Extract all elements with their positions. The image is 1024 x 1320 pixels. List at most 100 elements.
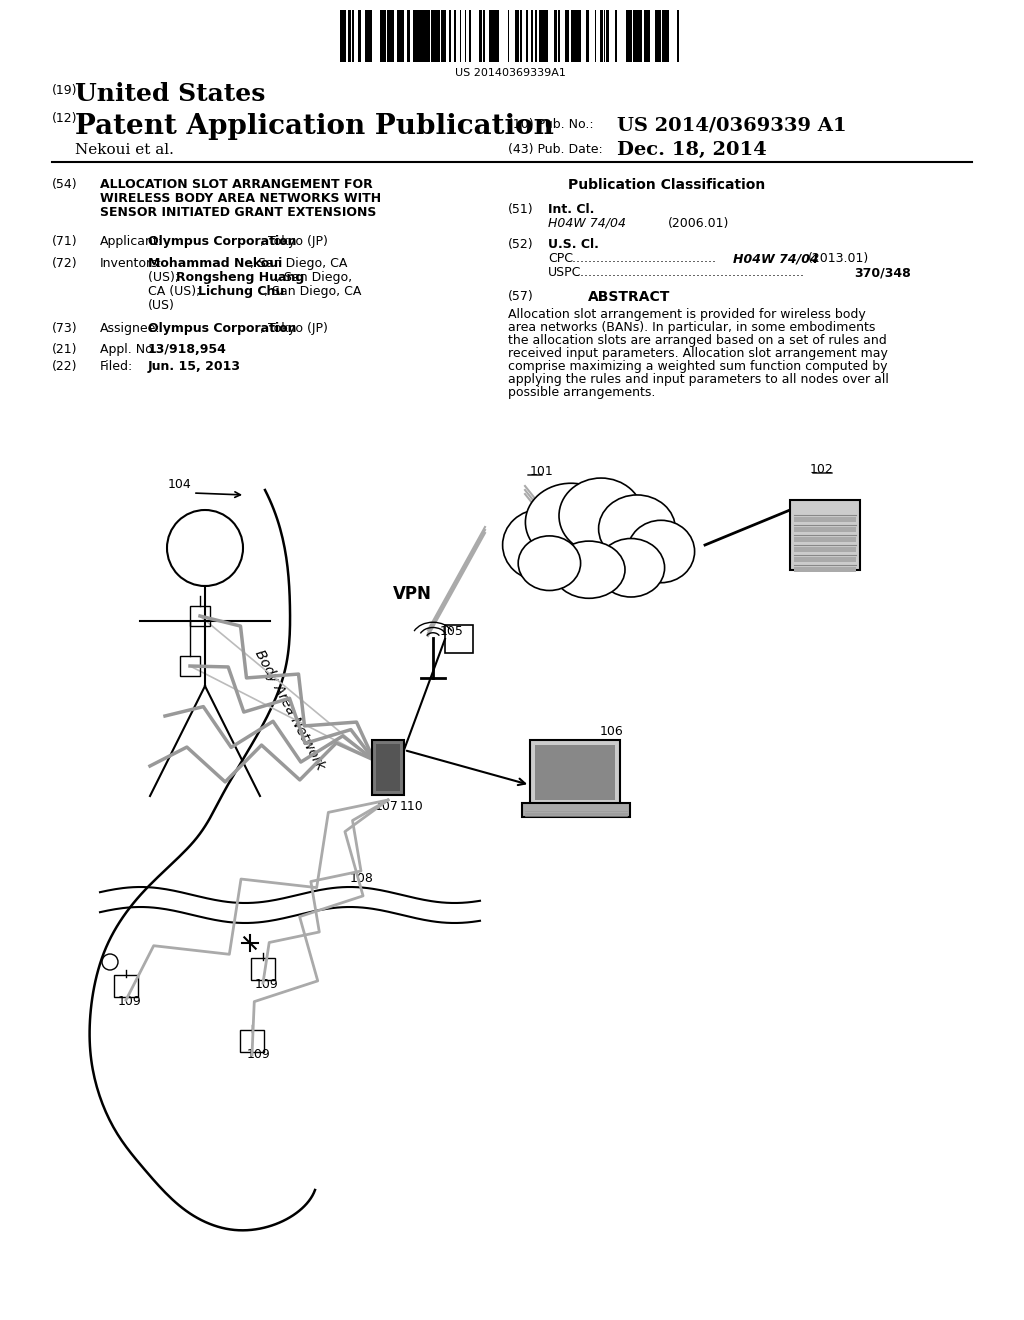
Text: Filed:: Filed: bbox=[100, 360, 133, 374]
Bar bbox=[421, 11, 424, 62]
Text: (21): (21) bbox=[52, 343, 78, 356]
Bar bbox=[469, 11, 471, 62]
Text: 110: 110 bbox=[400, 800, 424, 813]
Text: applying the rules and input parameters to all nodes over all: applying the rules and input parameters … bbox=[508, 374, 889, 385]
Bar bbox=[515, 11, 519, 62]
Bar bbox=[388, 11, 390, 62]
Text: Publication Classification: Publication Classification bbox=[568, 178, 765, 191]
Text: Olympus Corporation: Olympus Corporation bbox=[148, 235, 297, 248]
Text: U.S. Cl.: U.S. Cl. bbox=[548, 238, 599, 251]
Text: US 2014/0369339 A1: US 2014/0369339 A1 bbox=[617, 116, 847, 135]
Ellipse shape bbox=[503, 510, 580, 581]
Text: (10) Pub. No.:: (10) Pub. No.: bbox=[508, 117, 594, 131]
Bar bbox=[397, 11, 401, 62]
Text: , San Diego, CA: , San Diego, CA bbox=[264, 285, 361, 298]
Bar bbox=[554, 11, 557, 62]
Text: 109: 109 bbox=[118, 995, 141, 1008]
Text: CPC: CPC bbox=[548, 252, 573, 265]
Text: , San Diego, CA: , San Diego, CA bbox=[250, 257, 347, 271]
Text: Patent Application Publication: Patent Application Publication bbox=[75, 114, 554, 140]
Text: ABSTRACT: ABSTRACT bbox=[588, 290, 671, 304]
Text: Int. Cl.: Int. Cl. bbox=[548, 203, 594, 216]
Bar bbox=[545, 11, 548, 62]
Text: (43) Pub. Date:: (43) Pub. Date: bbox=[508, 143, 603, 156]
Text: Body Area Network: Body Area Network bbox=[252, 648, 328, 772]
Text: Lichung Chu: Lichung Chu bbox=[198, 285, 285, 298]
Text: 105: 105 bbox=[440, 624, 464, 638]
Bar bbox=[531, 11, 534, 62]
Text: 109: 109 bbox=[255, 978, 279, 991]
Bar bbox=[454, 11, 456, 62]
Text: USPC: USPC bbox=[548, 267, 582, 279]
Text: Allocation slot arrangement is provided for wireless body: Allocation slot arrangement is provided … bbox=[508, 308, 865, 321]
Text: Dec. 18, 2014: Dec. 18, 2014 bbox=[617, 141, 767, 158]
Bar bbox=[530, 741, 620, 805]
Text: H04W 74/04: H04W 74/04 bbox=[548, 216, 626, 230]
Bar bbox=[635, 11, 638, 62]
Ellipse shape bbox=[597, 539, 665, 597]
Text: (19): (19) bbox=[52, 84, 78, 96]
Text: (US): (US) bbox=[148, 300, 175, 312]
Bar bbox=[790, 500, 860, 570]
Bar bbox=[443, 11, 446, 62]
Text: (12): (12) bbox=[52, 112, 78, 125]
Bar bbox=[240, 1030, 264, 1052]
Text: H04W 74/04: H04W 74/04 bbox=[733, 252, 819, 265]
Text: (73): (73) bbox=[52, 322, 78, 335]
Bar bbox=[497, 11, 499, 62]
Text: the allocation slots are arranged based on a set of rules and: the allocation slots are arranged based … bbox=[508, 334, 887, 347]
Bar bbox=[408, 11, 410, 62]
Bar bbox=[190, 606, 210, 626]
Bar bbox=[574, 11, 577, 62]
Bar bbox=[367, 11, 369, 62]
Text: (52): (52) bbox=[508, 238, 534, 251]
Text: Applicant:: Applicant: bbox=[100, 235, 163, 248]
Bar bbox=[662, 11, 666, 62]
Bar bbox=[480, 11, 482, 62]
Bar bbox=[655, 11, 658, 62]
Bar bbox=[571, 11, 574, 62]
Text: Appl. No.:: Appl. No.: bbox=[100, 343, 161, 356]
Bar bbox=[615, 11, 617, 62]
Text: possible arrangements.: possible arrangements. bbox=[508, 385, 655, 399]
Bar bbox=[376, 744, 400, 791]
Bar bbox=[390, 11, 394, 62]
Text: 102: 102 bbox=[810, 463, 834, 477]
Ellipse shape bbox=[553, 541, 625, 598]
Text: 13/918,954: 13/918,954 bbox=[148, 343, 227, 356]
Bar bbox=[436, 11, 439, 62]
Text: Nekoui et al.: Nekoui et al. bbox=[75, 143, 174, 157]
Bar bbox=[645, 11, 647, 62]
Text: US 20140369339A1: US 20140369339A1 bbox=[455, 69, 565, 78]
Text: (54): (54) bbox=[52, 178, 78, 191]
Text: 107: 107 bbox=[375, 800, 399, 813]
Text: (2013.01): (2013.01) bbox=[808, 252, 869, 265]
Bar bbox=[114, 975, 138, 997]
Bar bbox=[426, 11, 429, 62]
Bar bbox=[600, 11, 603, 62]
Bar bbox=[526, 11, 528, 62]
Text: , Tokyo (JP): , Tokyo (JP) bbox=[260, 322, 328, 335]
Bar bbox=[535, 744, 615, 800]
Bar bbox=[384, 11, 386, 62]
Text: ALLOCATION SLOT ARRANGEMENT FOR: ALLOCATION SLOT ARRANGEMENT FOR bbox=[100, 178, 373, 191]
Bar bbox=[401, 11, 404, 62]
Text: 103: 103 bbox=[565, 517, 589, 531]
Bar bbox=[627, 11, 631, 62]
Text: (51): (51) bbox=[508, 203, 534, 216]
Bar bbox=[539, 11, 543, 62]
Bar bbox=[794, 517, 856, 521]
Text: 370/348: 370/348 bbox=[854, 267, 910, 279]
Text: Jun. 15, 2013: Jun. 15, 2013 bbox=[148, 360, 241, 374]
Text: 104: 104 bbox=[168, 478, 191, 491]
Text: Olympus Corporation: Olympus Corporation bbox=[148, 322, 297, 335]
Bar bbox=[587, 11, 589, 62]
Text: Mohammad Nekoui: Mohammad Nekoui bbox=[148, 257, 283, 271]
Text: , Tokyo (JP): , Tokyo (JP) bbox=[260, 235, 328, 248]
Bar bbox=[535, 11, 537, 62]
Bar bbox=[522, 803, 630, 817]
Bar bbox=[251, 958, 275, 979]
Ellipse shape bbox=[559, 478, 643, 553]
Bar bbox=[639, 11, 642, 62]
Bar bbox=[434, 11, 436, 62]
